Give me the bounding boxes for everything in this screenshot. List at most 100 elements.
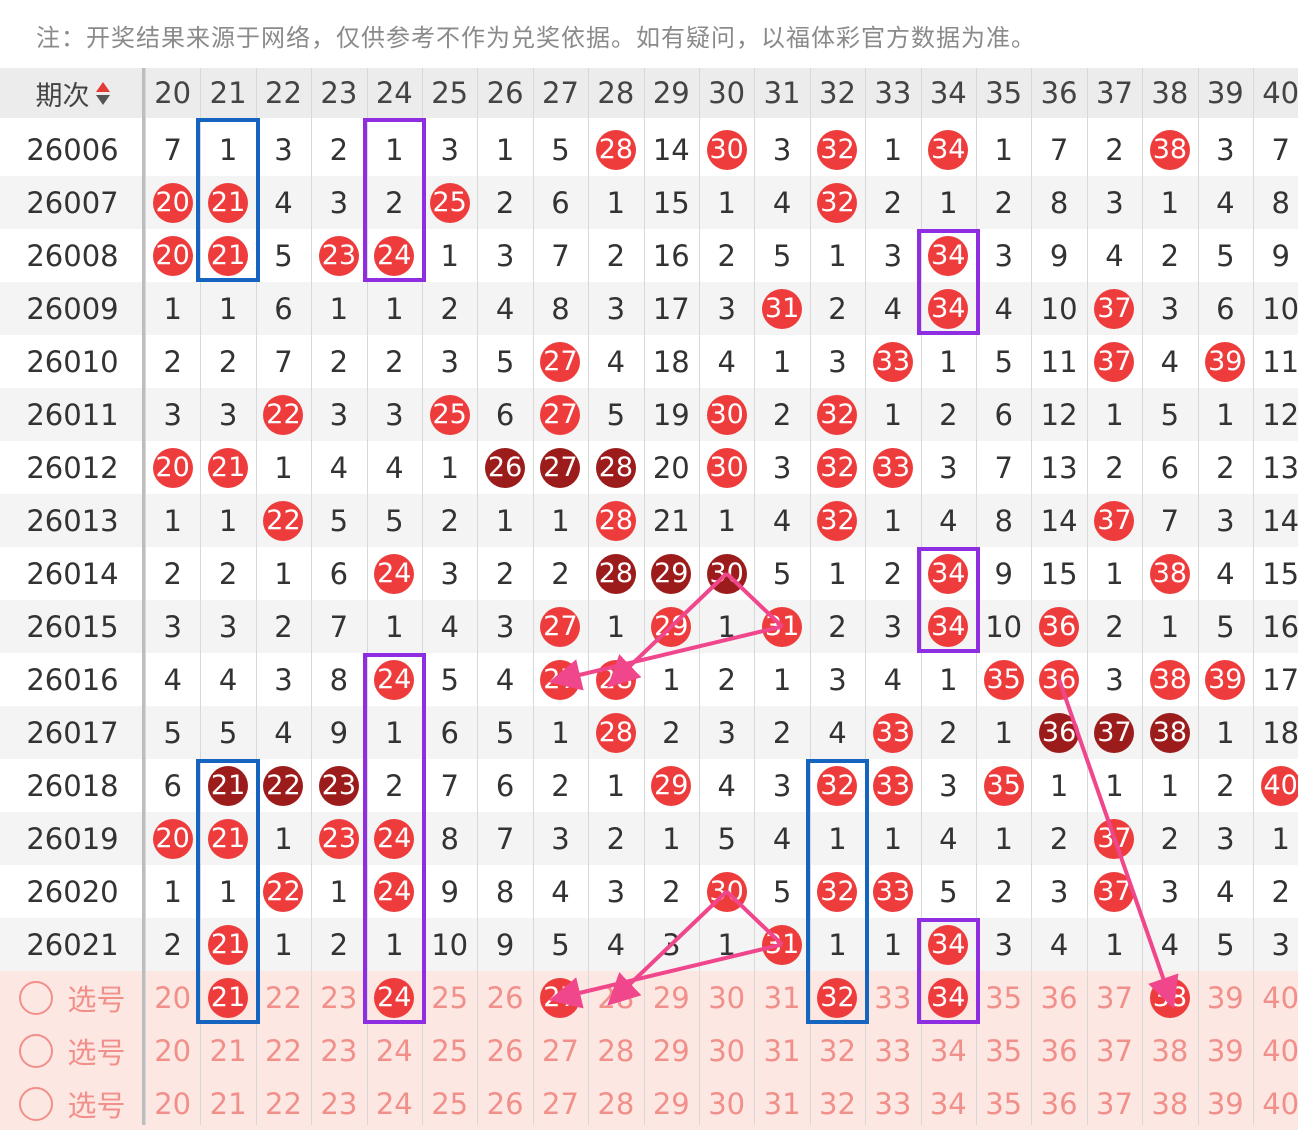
pick-number[interactable]: 26 bbox=[477, 971, 533, 1024]
grid-column-line bbox=[366, 68, 368, 1125]
pick-number[interactable]: 23 bbox=[311, 971, 367, 1024]
miss-count: 3 bbox=[865, 229, 921, 282]
drawn-number-ball: 32 bbox=[809, 494, 866, 547]
pick-number[interactable]: 35 bbox=[976, 971, 1032, 1024]
pick-number[interactable]: 22 bbox=[255, 1024, 312, 1077]
pick-number[interactable]: 32 bbox=[809, 1024, 866, 1077]
picked-number-ball[interactable]: 34 bbox=[928, 977, 969, 1018]
pick-number[interactable]: 23 bbox=[311, 1024, 367, 1077]
picked-number-ball[interactable]: 32 bbox=[817, 977, 858, 1018]
pick-number[interactable]: 30 bbox=[699, 971, 755, 1024]
drawn-number-ball: 31 bbox=[754, 282, 810, 335]
pick-number[interactable]: 39 bbox=[1197, 1024, 1253, 1077]
pick-number[interactable]: 20 bbox=[145, 971, 201, 1024]
miss-count: 6 bbox=[477, 759, 533, 812]
miss-count: 1 bbox=[865, 812, 921, 865]
pick-number[interactable]: 37 bbox=[1086, 971, 1143, 1024]
number-ball: 31 bbox=[762, 288, 803, 329]
pick-number[interactable]: 37 bbox=[1086, 1024, 1143, 1077]
grid-column-line bbox=[699, 68, 700, 1125]
picked-number-ball[interactable]: 21 bbox=[208, 977, 249, 1018]
drawn-number-ball: 27 bbox=[532, 388, 589, 441]
pick-number[interactable]: 29 bbox=[643, 971, 699, 1024]
pick-number[interactable]: 36 bbox=[1031, 1024, 1087, 1077]
miss-count: 10 bbox=[976, 600, 1032, 653]
miss-count: 2 bbox=[809, 600, 866, 653]
pick-number[interactable]: 40 bbox=[1253, 1024, 1298, 1077]
number-column-header: 22 bbox=[255, 68, 312, 118]
number-ball: 40 bbox=[1260, 765, 1298, 806]
drawn-number-ball: 32 bbox=[809, 123, 866, 176]
number-ball: 21 bbox=[208, 818, 249, 859]
pick-number[interactable]: 39 bbox=[1197, 971, 1253, 1024]
pick-number[interactable]: 26 bbox=[477, 1024, 533, 1077]
miss-count: 4 bbox=[1031, 918, 1087, 971]
pick-number[interactable]: 27 bbox=[532, 1024, 589, 1077]
pick-number[interactable]: 30 bbox=[699, 1024, 755, 1077]
drawn-number-ball: 27 bbox=[532, 441, 589, 494]
pick-row-selector[interactable]: 选号 bbox=[0, 971, 145, 1024]
pick-number[interactable]: 34 bbox=[920, 1024, 976, 1077]
pick-number[interactable]: 38 bbox=[1142, 971, 1198, 1024]
pick-number[interactable]: 40 bbox=[1253, 971, 1298, 1024]
miss-count: 11 bbox=[1031, 335, 1087, 388]
drawn-number-ball: 28 bbox=[588, 706, 644, 759]
miss-count: 5 bbox=[754, 229, 810, 282]
number-ball: 38 bbox=[1149, 659, 1190, 700]
picked-number-ball[interactable]: 24 bbox=[374, 977, 415, 1018]
pick-number[interactable]: 22 bbox=[255, 971, 312, 1024]
drawn-number-ball: 30 bbox=[699, 123, 755, 176]
drawn-number-ball: 29 bbox=[643, 759, 699, 812]
pick-number[interactable]: 36 bbox=[1031, 971, 1087, 1024]
select-circle-icon[interactable] bbox=[19, 980, 54, 1015]
pick-number[interactable]: 28 bbox=[588, 1024, 644, 1077]
pick-row-selector[interactable]: 选号 bbox=[0, 1024, 145, 1077]
miss-count: 2 bbox=[1142, 812, 1198, 865]
issue-number: 26007 bbox=[0, 176, 145, 229]
select-circle-icon[interactable] bbox=[19, 1033, 54, 1068]
miss-count: 5 bbox=[422, 653, 478, 706]
miss-count: 2 bbox=[588, 229, 644, 282]
miss-count: 1 bbox=[754, 335, 810, 388]
number-ball: 29 bbox=[651, 765, 692, 806]
miss-count: 18 bbox=[1253, 706, 1298, 759]
number-column-header: 36 bbox=[1031, 68, 1087, 118]
pick-number[interactable]: 31 bbox=[754, 1024, 810, 1077]
pick-number[interactable]: 35 bbox=[976, 1024, 1032, 1077]
miss-count: 5 bbox=[920, 865, 976, 918]
pick-number[interactable]: 28 bbox=[588, 971, 644, 1024]
miss-count: 4 bbox=[865, 653, 921, 706]
pick-number[interactable]: 21 bbox=[200, 971, 256, 1024]
picked-number-ball[interactable]: 38 bbox=[1149, 977, 1190, 1018]
drawn-number-ball: 34 bbox=[920, 547, 976, 600]
pick-number[interactable]: 24 bbox=[366, 971, 422, 1024]
drawn-number-ball: 20 bbox=[145, 812, 201, 865]
pick-number[interactable]: 25 bbox=[422, 971, 478, 1024]
pick-number[interactable]: 32 bbox=[809, 971, 866, 1024]
miss-count: 1 bbox=[920, 335, 976, 388]
miss-count: 1 bbox=[976, 812, 1032, 865]
pick-number[interactable]: 33 bbox=[865, 971, 921, 1024]
pick-number[interactable]: 27 bbox=[532, 971, 589, 1024]
miss-count: 20 bbox=[643, 441, 699, 494]
pick-number[interactable]: 31 bbox=[754, 971, 810, 1024]
miss-count: 1 bbox=[1086, 759, 1143, 812]
drawn-number-ball: 21 bbox=[200, 812, 256, 865]
issue-column-header[interactable]: 期次 bbox=[0, 68, 145, 118]
miss-count: 2 bbox=[643, 865, 699, 918]
issue-number: 26019 bbox=[0, 812, 145, 865]
miss-count: 3 bbox=[200, 388, 256, 441]
pick-number[interactable]: 34 bbox=[920, 971, 976, 1024]
picked-number-ball[interactable]: 27 bbox=[540, 977, 581, 1018]
number-ball: 33 bbox=[872, 447, 913, 488]
pick-number[interactable]: 38 bbox=[1142, 1024, 1198, 1077]
miss-count: 2 bbox=[200, 547, 256, 600]
pick-number[interactable]: 33 bbox=[865, 1024, 921, 1077]
pick-number[interactable]: 21 bbox=[200, 1024, 256, 1077]
drawn-number-ball: 32 bbox=[809, 759, 866, 812]
pick-number[interactable]: 25 bbox=[422, 1024, 478, 1077]
pick-number[interactable]: 29 bbox=[643, 1024, 699, 1077]
pick-number[interactable]: 24 bbox=[366, 1024, 422, 1077]
sort-arrows-icon[interactable] bbox=[95, 81, 110, 105]
pick-number[interactable]: 20 bbox=[145, 1024, 201, 1077]
